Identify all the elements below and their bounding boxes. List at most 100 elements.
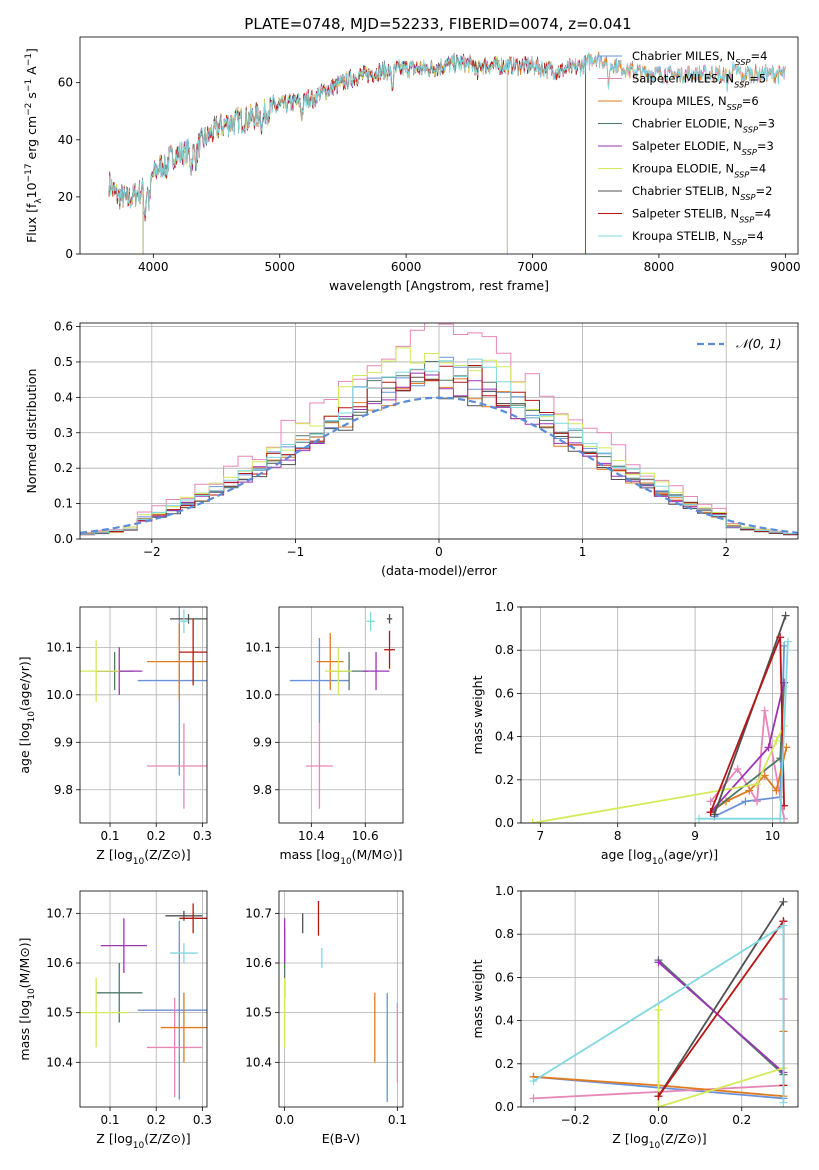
mass_vs_ebv-xtick-label: 0.0 xyxy=(275,1113,294,1127)
mass_vs_Z-point xyxy=(146,997,203,1098)
spectrum-xtick-label: 9000 xyxy=(770,260,801,274)
age_vs_Z-ylabel: age [log10(age/yr)] xyxy=(17,656,37,773)
weight_vs_Z-marker xyxy=(779,1098,788,1107)
histogram-series xyxy=(80,376,798,536)
spectrum-ytick-label: 0 xyxy=(65,247,73,261)
weight_vs_age-ytick-label: 0.2 xyxy=(495,773,514,787)
mass_vs_ebv-ytick-label: 10.5 xyxy=(245,1006,272,1020)
mass_vs_Z-point xyxy=(165,910,203,921)
age_vs_mass-plot-area xyxy=(289,611,395,809)
mass_vs_ebv-xtick-label: 0.1 xyxy=(388,1113,407,1127)
age_vs_mass-axes: 10.4 10.6 9.8 9.9 10.0 10.1 mass [log10(M/M⊙)] xyxy=(245,606,404,867)
age_vs_mass-ytick-label: 10.1 xyxy=(245,640,272,654)
weight_vs_Z-ytick-label: 0.6 xyxy=(495,970,514,984)
age_vs_mass-ytick-label: 9.8 xyxy=(253,783,272,797)
residuals-xtick-label: 0 xyxy=(435,545,443,559)
residuals-ytick-label: 0.2 xyxy=(54,461,73,475)
age_vs_mass-xtick-label: 10.6 xyxy=(352,829,379,843)
spectrum-legend: Chabrier MILES, NSSP=4 Salpeter MILES, NS… xyxy=(598,49,775,247)
mass_vs_Z-xtick-label: 0.3 xyxy=(193,1113,212,1127)
spectrum-xtick-label: 5000 xyxy=(264,260,295,274)
residuals-xtick-label: −1 xyxy=(287,545,305,559)
residuals-plot-area xyxy=(80,323,798,536)
weight_vs_age-ytick-label: 0.6 xyxy=(495,686,514,700)
weight_vs_Z-marker xyxy=(654,1005,663,1014)
mass_vs_Z-ytick-label: 10.6 xyxy=(46,956,73,970)
weight_vs_Z-marker xyxy=(529,1094,538,1103)
age_vs_Z-ytick-label: 10.1 xyxy=(46,640,73,654)
weight_vs_age-xtick-label: 9 xyxy=(691,829,699,843)
weight_vs_age-ytick-label: 0.4 xyxy=(495,730,514,744)
weight_vs_Z-series-line xyxy=(657,1009,784,1107)
weight_vs_age-frame xyxy=(520,606,799,824)
mass_vs_ebv-axes: 0.0 0.1 10.4 10.5 10.6 10.7 E(B-V) xyxy=(245,890,407,1146)
weight_vs_Z-ytick-label: 0.2 xyxy=(495,1057,514,1071)
weight_vs_Z-marker xyxy=(654,1092,663,1101)
weight_vs_Z-ytick-label: 0.0 xyxy=(495,1100,514,1114)
weight_vs_age-marker xyxy=(776,633,785,642)
mass_vs_ebv-ytick-label: 10.4 xyxy=(245,1055,272,1069)
weight_vs_Z-frame xyxy=(520,890,799,1108)
weight_vs_age-series-line xyxy=(532,725,785,823)
age_vs_mass-point xyxy=(386,614,393,624)
age_vs_mass-point xyxy=(366,611,375,631)
age_vs_mass-ytick-label: 9.9 xyxy=(253,735,272,749)
weight_vs_age-marker xyxy=(783,637,792,646)
spectrum-xtick-label: 6000 xyxy=(391,260,422,274)
weight_vs_age-marker xyxy=(760,706,769,715)
mass_vs_ebv-ytick-label: 10.6 xyxy=(245,956,272,970)
weight_vs_age-marker xyxy=(752,780,761,789)
weight_vs_age-marker xyxy=(772,736,781,745)
residuals-xtick-label: 1 xyxy=(579,545,587,559)
weight_vs_age-ytick-label: 0.0 xyxy=(495,816,514,830)
residuals-ytick-label: 0.5 xyxy=(54,355,73,369)
weight_vs_age-marker xyxy=(752,797,761,806)
weight_vs_age-marker xyxy=(741,797,750,806)
weight_vs_age-marker xyxy=(776,814,785,823)
spectrum-ytick-label: 40 xyxy=(58,133,73,147)
residuals-ylabel: Normed distribution xyxy=(24,369,39,494)
weight_vs_age-marker xyxy=(745,786,754,795)
mass_vs_ebv-frame xyxy=(278,890,404,1108)
residuals-xtick-label: −2 xyxy=(143,545,161,559)
weight_vs_age-xtick-label: 10 xyxy=(765,829,780,843)
spectrum-axes: 4000 5000 6000 7000 8000 9000 0 20 40 60 wavelengt… xyxy=(24,36,801,293)
legend-entry-label: Salpeter ELODIE, NSSP=3 xyxy=(632,139,774,157)
age_vs_mass-point xyxy=(316,633,344,691)
age_vs_Z-plot-area xyxy=(80,607,207,809)
age_vs_mass-point xyxy=(305,723,333,809)
legend-entry-label: Kroupa ELODIE, NSSP=4 xyxy=(632,162,766,180)
weight_vs_Z-marker xyxy=(654,958,663,967)
legend-entry-label: 𝒩(0, 1) xyxy=(736,336,782,351)
age_vs_Z-xtick-label: 0.2 xyxy=(147,829,166,843)
weight_vs_Z-xlabel: Z [log10(Z/Z⊙)] xyxy=(612,1131,706,1151)
weight_vs_Z-ytick-label: 1.0 xyxy=(495,884,514,898)
weight_vs_age-marker xyxy=(706,808,715,817)
weight_vs_age-ytick-label: 1.0 xyxy=(495,600,514,614)
spectrum-xtick-label: 4000 xyxy=(138,260,169,274)
age_vs_mass-point xyxy=(362,652,390,691)
spectrum-xtick-label: 8000 xyxy=(644,260,675,274)
weight_vs_age-axes: 7 8 9 10 0.0 0.2 0.4 0.6 0.8 1.0 age [log10(age/yr… xyxy=(470,600,799,867)
weight_vs_age-marker xyxy=(780,641,789,650)
legend-entry-label: Chabrier STELIB, NSSP=2 xyxy=(632,184,772,202)
legend-entry-label: Salpeter MILES, NSSP=5 xyxy=(632,72,766,90)
mass_vs_Z-xtick-label: 0.2 xyxy=(147,1113,166,1127)
legend-entry-label: Chabrier ELODIE, NSSP=3 xyxy=(632,117,775,135)
histogram-series xyxy=(80,365,798,535)
legend-entry-label: Chabrier MILES, NSSP=4 xyxy=(632,49,767,67)
age_vs_Z-point xyxy=(146,623,207,700)
weight_vs_age-marker xyxy=(772,786,781,795)
spectrum-plot-area xyxy=(108,51,786,254)
spectrum-ytick-label: 60 xyxy=(58,76,73,90)
weight_vs_Z-ytick-label: 0.8 xyxy=(495,927,514,941)
residuals-ytick-label: 0.3 xyxy=(54,426,73,440)
mass_vs_Z-ytick-label: 10.7 xyxy=(46,906,73,920)
weight_vs_Z-series-line xyxy=(657,901,785,1097)
age_vs_mass-ytick-label: 10.0 xyxy=(245,688,272,702)
spectrum-frame xyxy=(79,36,799,255)
spectrum-xlabel: wavelength [Angstrom, rest frame] xyxy=(329,278,549,293)
residuals-xlabel: (data-model)/error xyxy=(381,563,498,578)
mass_vs_ebv-xlabel: E(B-V) xyxy=(322,1131,361,1146)
mass_vs_ebv-ytick-label: 10.7 xyxy=(245,906,272,920)
